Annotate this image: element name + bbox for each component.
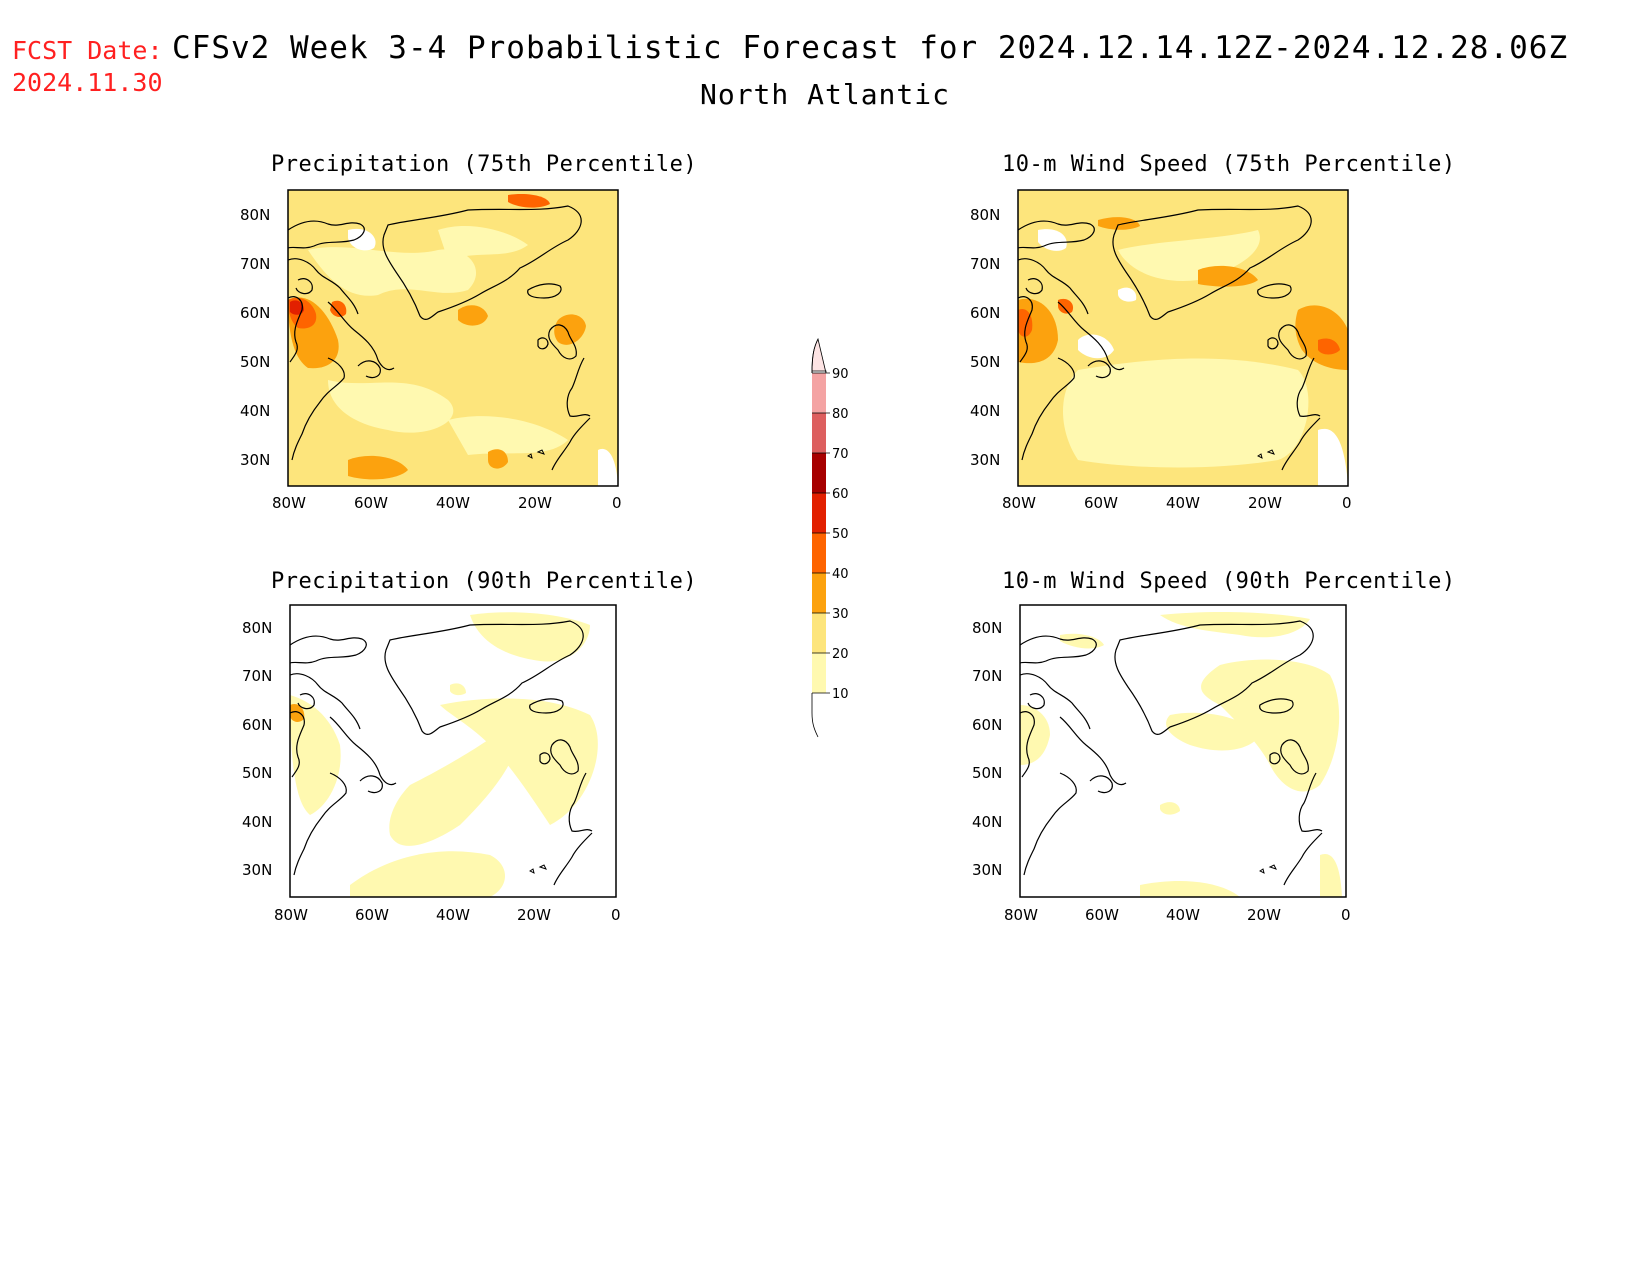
lat-label: 50N [242,764,272,782]
lon-label: 60W [1085,906,1119,924]
panel-title-wind-90: 10-m Wind Speed (90th Percentile) [1002,569,1456,594]
colorbar-swatch-30 [812,573,826,613]
lon-label: 80W [1002,494,1036,512]
lat-label: 40N [240,402,270,420]
lon-label: 60W [355,906,389,924]
lat-label: 60N [970,304,1000,322]
panel-title-precip-90: Precipitation (90th Percentile) [271,569,698,594]
map-wind-90: 80N 70N 60N 50N 40N 30N 80W 60W 40W 20W … [972,604,1351,924]
region-subtitle: North Atlantic [699,78,950,111]
lon-label: 80W [274,906,308,924]
lat-label: 60N [242,716,272,734]
lat-label: 60N [972,716,1002,734]
lon-label: 40W [436,906,470,924]
lat-label: 80N [240,206,270,224]
lon-label: 0 [612,494,622,512]
colorbar-swatch-60 [812,453,826,493]
panel-title-precip-75: Precipitation (75th Percentile) [271,152,698,177]
lat-label: 30N [970,451,1000,469]
lon-label: 20W [518,494,552,512]
lat-label: 40N [970,402,1000,420]
lat-label: 30N [240,451,270,469]
page-title: CFSv2 Week 3-4 Probabilistic Forecast fo… [172,30,1569,66]
colorbar-label: 60 [832,487,849,502]
lon-label: 60W [1084,494,1118,512]
lat-label: 30N [242,861,272,879]
colorbar-label: 30 [832,607,849,622]
colorbar-label: 70 [832,447,849,462]
colorbar-swatch-10 [812,653,826,693]
lat-label: 50N [970,353,1000,371]
lon-label: 20W [1247,906,1281,924]
lon-label: 40W [436,494,470,512]
colorbar: 90 80 70 60 50 40 30 20 10 [811,337,849,738]
map-precip-90: 80N 70N 60N 50N 40N 30N 80W 60W 40W 20W … [242,604,621,924]
lon-label: 80W [272,494,306,512]
lon-label: 20W [517,906,551,924]
colorbar-swatch-50 [812,493,826,533]
lon-label: 0 [611,906,621,924]
lat-label: 50N [972,764,1002,782]
colorbar-swatch-70 [812,413,826,453]
colorbar-swatch-40 [812,533,826,573]
lon-label: 40W [1166,494,1200,512]
lon-label: 0 [1342,494,1352,512]
colorbar-label: 90 [832,367,849,382]
map-precip-75: 80N 70N 60N 50N 40N 30N 80W 60W 40W 20W … [240,189,622,512]
colorbar-label: 80 [832,407,849,422]
colorbar-label: 50 [832,527,849,542]
lat-label: 40N [972,813,1002,831]
fcst-date-value: 2024.11.30 [12,68,163,97]
lat-label: 60N [240,304,270,322]
lat-label: 70N [972,667,1002,685]
map-wind-75: 80N 70N 60N 50N 40N 30N 80W 60W 40W 20W … [970,189,1352,512]
lat-label: 40N [242,813,272,831]
colorbar-label: 40 [832,567,849,582]
colorbar-top-cap [811,337,827,374]
lon-label: 40W [1166,906,1200,924]
lat-label: 80N [242,619,272,637]
colorbar-label: 20 [832,647,849,662]
fcst-date-label: FCST Date: [12,36,163,65]
lat-label: 70N [242,667,272,685]
lat-label: 30N [972,861,1002,879]
lon-label: 60W [354,494,388,512]
colorbar-label: 10 [832,687,849,702]
colorbar-swatch-80 [812,373,826,413]
lat-label: 50N [240,353,270,371]
lat-label: 70N [970,255,1000,273]
lat-label: 80N [970,206,1000,224]
lon-label: 20W [1248,494,1282,512]
lon-label: 80W [1004,906,1038,924]
panel-title-wind-75: 10-m Wind Speed (75th Percentile) [1002,152,1456,177]
colorbar-swatch-20 [812,613,826,653]
lon-label: 0 [1341,906,1351,924]
lat-label: 70N [240,255,270,273]
lat-label: 80N [972,619,1002,637]
